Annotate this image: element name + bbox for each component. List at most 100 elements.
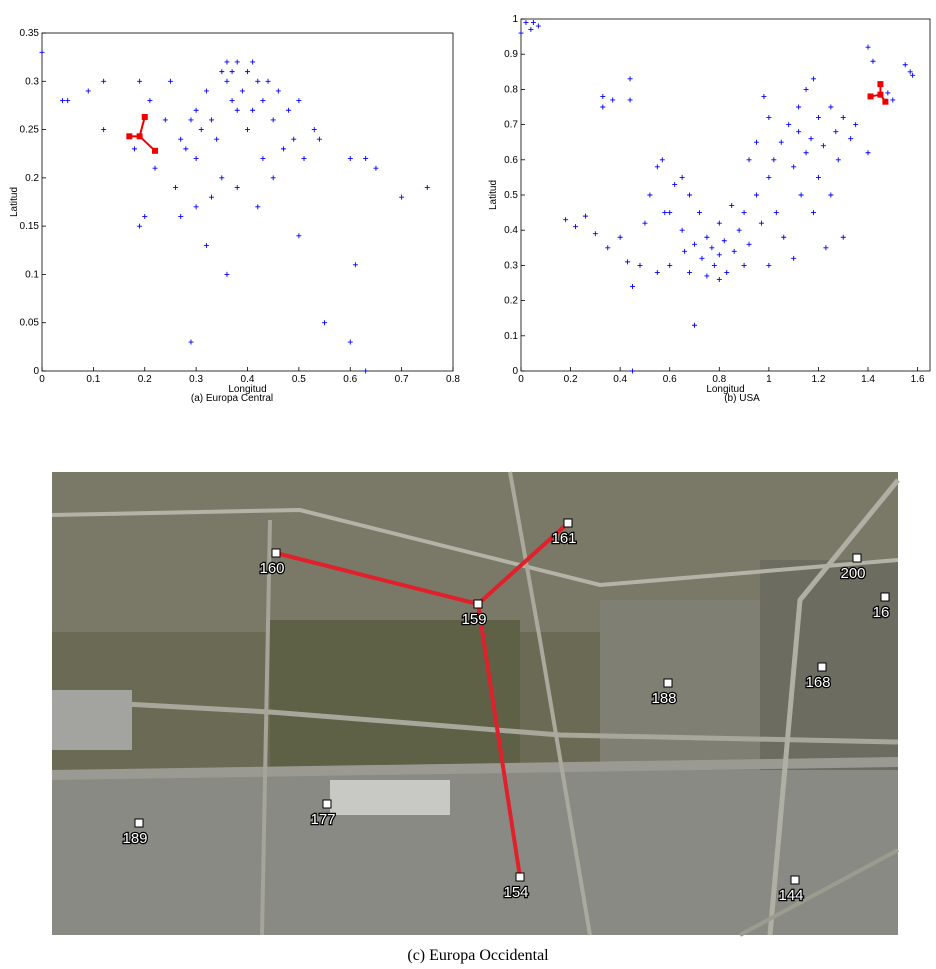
- point: [692, 241, 698, 247]
- point: [815, 174, 821, 180]
- point: [250, 59, 256, 65]
- point: [224, 78, 230, 84]
- x-tick-label: 0.1: [86, 374, 100, 385]
- point: [286, 107, 292, 113]
- point: [347, 339, 353, 345]
- point: [627, 97, 633, 103]
- point: [265, 78, 271, 84]
- x-tick-label: 0.6: [343, 374, 357, 385]
- point: [610, 97, 616, 103]
- point: [796, 104, 802, 110]
- point: [178, 213, 184, 219]
- point: [835, 157, 841, 163]
- point: [234, 59, 240, 65]
- point: [741, 262, 747, 268]
- point: [766, 262, 772, 268]
- node-marker: [473, 599, 483, 609]
- point: [753, 139, 759, 145]
- point: [203, 242, 209, 248]
- y-tick-label: 0: [512, 366, 518, 377]
- point: [582, 213, 588, 219]
- caption: (c) Europa Occidental: [407, 947, 549, 964]
- x-tick-label: 0.6: [663, 374, 677, 385]
- point: [647, 192, 653, 198]
- point: [270, 175, 276, 181]
- y-tick-label: 0.1: [504, 331, 518, 342]
- point: [667, 210, 673, 216]
- point: [808, 136, 814, 142]
- x-tick-label: 0.7: [395, 374, 409, 385]
- point: [275, 88, 281, 94]
- y-axis-label: Latitud: [9, 187, 20, 217]
- point: [260, 98, 266, 104]
- point: [711, 262, 717, 268]
- point: [679, 174, 685, 180]
- point: [255, 204, 261, 210]
- point: [563, 217, 569, 223]
- node-marker: [663, 678, 673, 688]
- point: [741, 210, 747, 216]
- point: [219, 175, 225, 181]
- node-marker: [271, 548, 281, 558]
- point: [152, 147, 159, 154]
- node-marker: [880, 592, 890, 602]
- point: [101, 127, 107, 133]
- point: [736, 227, 742, 233]
- node-label: 159: [461, 611, 486, 628]
- point: [296, 98, 302, 104]
- x-tick-label: 0: [518, 374, 524, 385]
- point: [137, 78, 143, 84]
- x-tick-label: 0.5: [292, 374, 306, 385]
- point: [131, 146, 137, 152]
- chart: 0 0.1 0.2 0.3 0.4 0.5 0.6 0.7 0.8 0 0.05 0.1 0.15 0.2…: [9, 28, 460, 404]
- point: [786, 122, 792, 128]
- point: [716, 252, 722, 258]
- point: [642, 220, 648, 226]
- point: [870, 58, 876, 64]
- point: [239, 88, 245, 94]
- map-area: [760, 560, 898, 770]
- x-tick-label: 1.2: [812, 374, 826, 385]
- point: [214, 136, 220, 142]
- point: [173, 185, 179, 191]
- point: [250, 107, 256, 113]
- point: [840, 115, 846, 121]
- point: [687, 192, 693, 198]
- point: [162, 117, 168, 123]
- point: [815, 115, 821, 121]
- point: [147, 98, 153, 104]
- point: [126, 133, 133, 140]
- point: [828, 104, 834, 110]
- point: [60, 98, 66, 104]
- node-label: 144: [778, 887, 803, 904]
- x-tick-label: 0.8: [712, 374, 726, 385]
- point: [716, 276, 722, 282]
- point: [193, 156, 199, 162]
- point: [229, 98, 235, 104]
- y-tick-label: 0.9: [504, 49, 518, 60]
- point: [270, 117, 276, 123]
- point: [810, 76, 816, 82]
- point: [667, 262, 673, 268]
- point: [771, 157, 777, 163]
- point: [761, 93, 767, 99]
- link: [275, 551, 479, 606]
- point: [183, 146, 189, 152]
- point: [137, 223, 143, 229]
- point: [820, 143, 826, 149]
- y-tick-label: 0.1: [25, 269, 39, 280]
- aerial-map: 160 159 161 188 168 200 16 177 189 154 144: [51, 471, 900, 937]
- point: [136, 133, 143, 140]
- link: [138, 116, 146, 137]
- y-tick-label: 0.4: [504, 225, 518, 236]
- point: [193, 204, 199, 210]
- point: [709, 245, 715, 251]
- x-tick-label: 0.2: [138, 374, 152, 385]
- point: [746, 157, 752, 163]
- y-tick-label: 0.3: [504, 260, 518, 271]
- road: [260, 519, 272, 936]
- y-tick-label: 0.6: [504, 155, 518, 166]
- x-tick-label: 0.4: [613, 374, 627, 385]
- point: [245, 127, 250, 133]
- point: [530, 20, 536, 26]
